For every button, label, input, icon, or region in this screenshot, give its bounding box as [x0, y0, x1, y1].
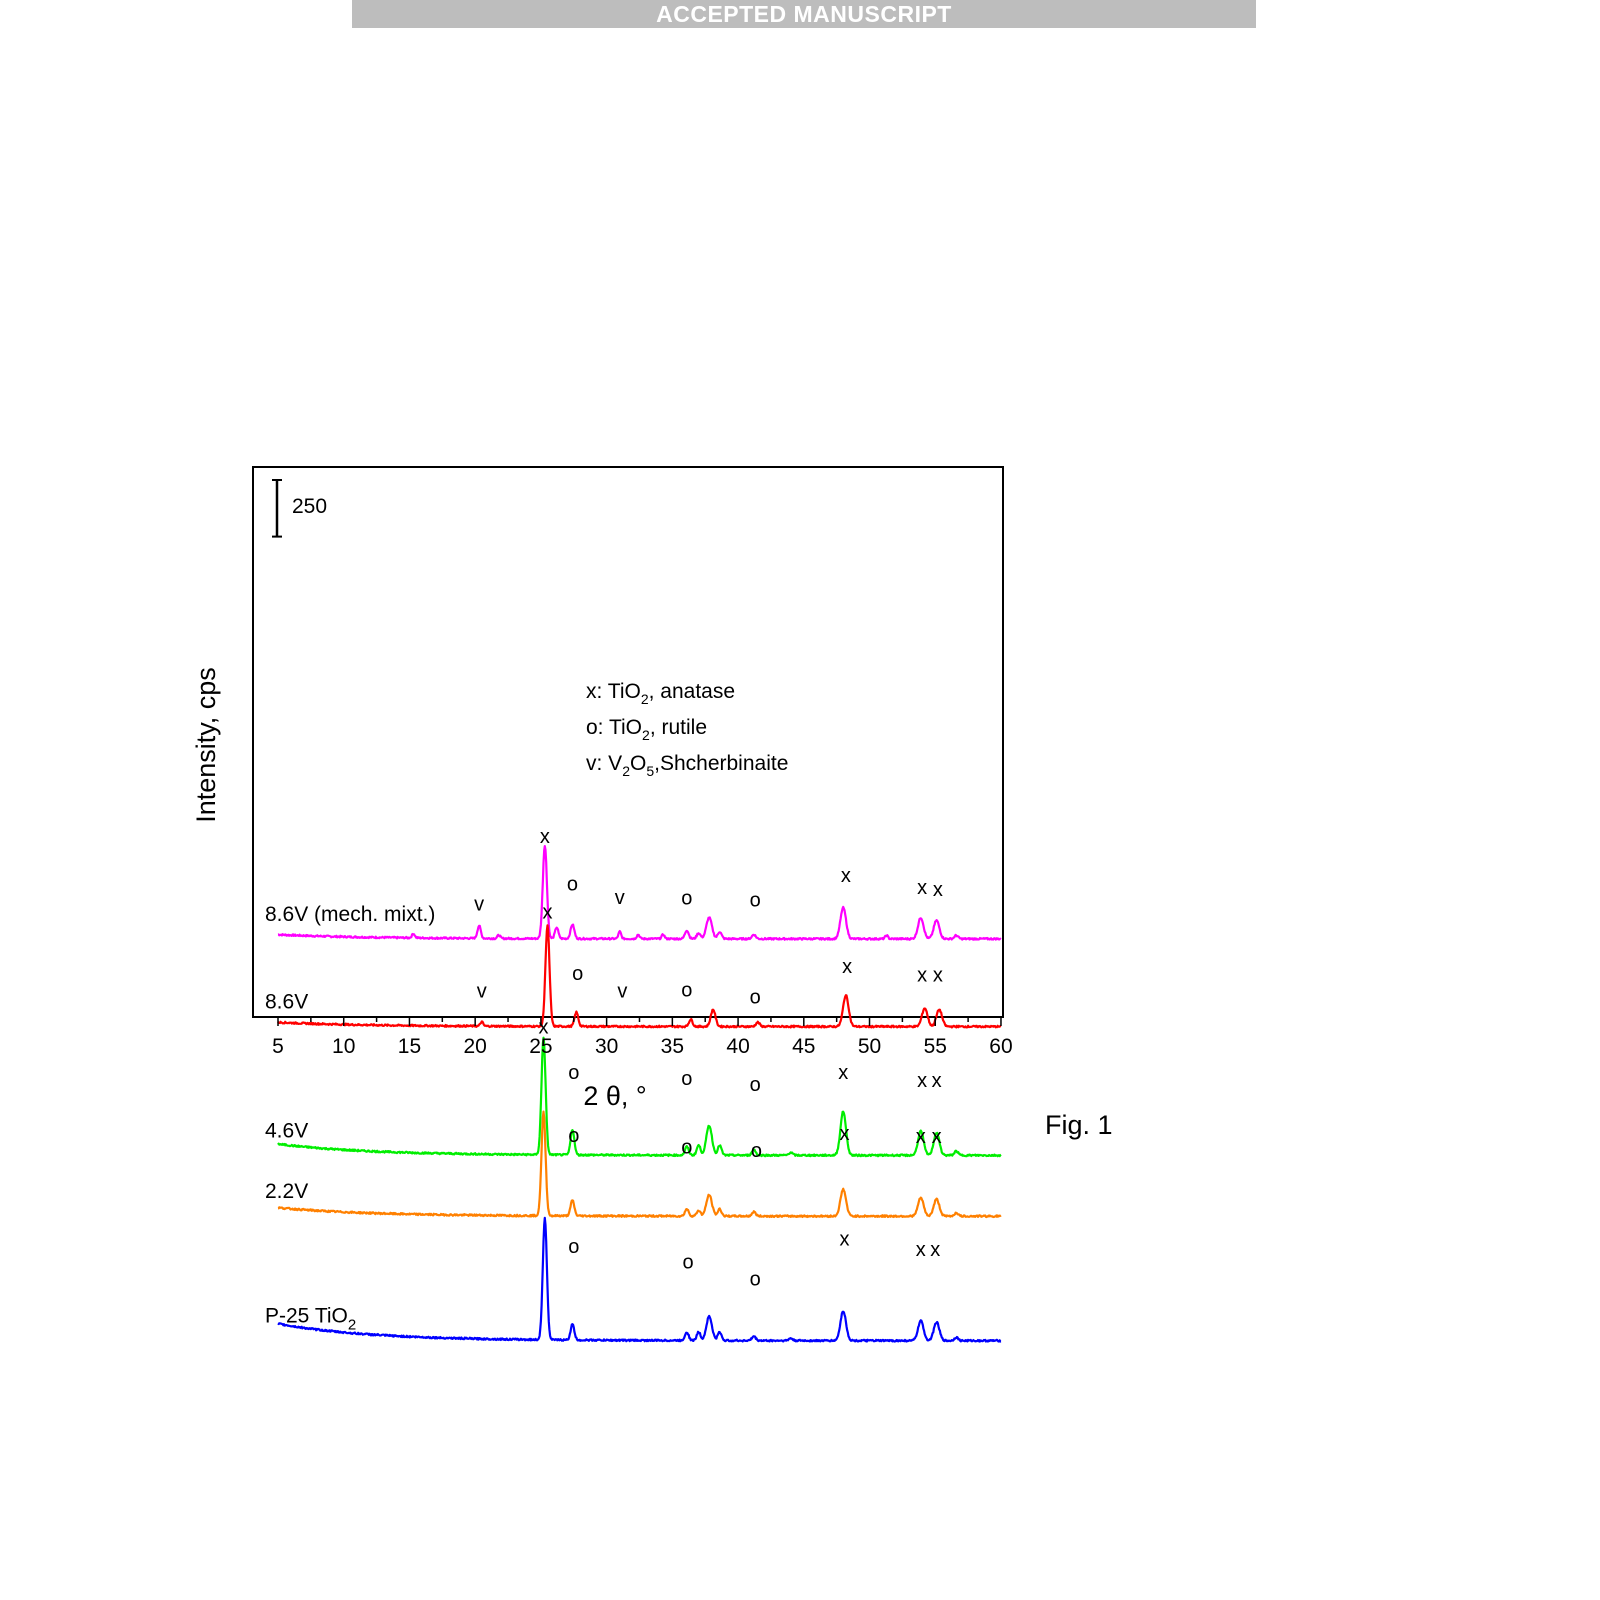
peak-marker: x: [539, 1017, 549, 1039]
peak-marker: o: [751, 1140, 762, 1162]
peak-marker: o: [750, 1269, 761, 1291]
peak-marker: x: [840, 1228, 850, 1250]
x-tick-label: 45: [792, 1035, 815, 1058]
legend-entry: o: TiO2, rutile: [586, 716, 707, 743]
accepted-manuscript-banner: ACCEPTED MANUSCRIPT: [352, 0, 1256, 28]
peak-marker: o: [683, 1252, 694, 1274]
peak-marker: o: [681, 887, 692, 909]
series-line: [277, 844, 1002, 941]
series-line: [277, 1216, 1002, 1343]
peak-marker: x: [840, 1123, 850, 1145]
peak-marker: x: [933, 879, 943, 901]
legend-subscript: 2: [642, 727, 650, 743]
peak-marker: v: [615, 887, 625, 909]
legend-text: ,Shcherbinaite: [654, 752, 788, 775]
legend-entry: x: TiO2, anatase: [586, 680, 735, 707]
peak-marker: x: [540, 826, 550, 848]
legend-text: O: [630, 752, 646, 775]
peak-marker: x: [842, 956, 852, 978]
peak-marker: o: [567, 874, 578, 896]
peak-marker: x: [841, 865, 851, 887]
plot-frame: [252, 466, 1004, 1018]
scale-bar-label: 250: [292, 495, 327, 518]
peak-marker: x: [917, 1070, 927, 1092]
series-line: [277, 1036, 1002, 1158]
peak-marker: o: [572, 963, 583, 985]
peak-marker: o: [681, 979, 692, 1001]
x-tick-label: 50: [858, 1035, 881, 1058]
peak-marker: v: [477, 981, 487, 1003]
x-tick-label: 10: [332, 1035, 355, 1058]
series-line: [277, 1110, 1002, 1219]
peak-marker: x: [933, 964, 943, 986]
peak-marker: x: [916, 1239, 926, 1261]
series-layer: 8.6V (mech. mixt.)8.6V4.6V2.2VP-25 TiO2: [265, 844, 1002, 1343]
peak-marker: x: [932, 1070, 942, 1092]
peak-marker: o: [750, 889, 761, 911]
peak-marker: x: [930, 1239, 940, 1261]
series-label-subscript: 2: [348, 1317, 356, 1334]
series-label: 8.6V: [265, 991, 308, 1014]
series-label: 8.6V (mech. mixt.): [265, 903, 435, 926]
peak-marker: o: [681, 1068, 692, 1090]
scale-bar: 250: [272, 479, 327, 538]
y-axis-label: Intensity, cps: [191, 667, 221, 823]
legend-subscript: 5: [646, 763, 654, 779]
peak-marker: o: [750, 1074, 761, 1096]
x-tick-label: 25: [529, 1035, 552, 1058]
plot-border: [252, 466, 1004, 1018]
x-tick-label: 35: [661, 1035, 684, 1058]
legend-entry: v: V2O5,Shcherbinaite: [586, 752, 788, 779]
peak-marker: o: [568, 1062, 579, 1084]
x-tick-label: 40: [726, 1035, 749, 1058]
peak-marker: x: [932, 1126, 942, 1148]
peak-marker: v: [474, 894, 484, 916]
x-tick-label: 60: [989, 1035, 1012, 1058]
peak-marker: x: [917, 964, 927, 986]
legend-text: o: TiO: [586, 716, 642, 739]
peak-marker: o: [568, 1125, 579, 1147]
x-tick-label: 5: [272, 1035, 284, 1058]
peak-marker: x: [838, 1062, 848, 1084]
peak-marker: x: [917, 877, 927, 899]
x-tick-label: 20: [463, 1035, 486, 1058]
legend-text: , rutile: [650, 716, 707, 739]
x-axis-ticks: 5 10 15 20 25 30 35 40 45 50 55 60: [272, 1017, 1013, 1058]
legend-subscript: 2: [622, 763, 630, 779]
peak-marker: o: [750, 986, 761, 1008]
x-axis-label: 2 θ, °: [583, 1081, 646, 1111]
series-label: 4.6V: [265, 1119, 308, 1142]
peak-marker: x: [542, 901, 552, 923]
peak-marker: v: [617, 981, 627, 1003]
legend-subscript: 2: [641, 691, 649, 707]
legend-text: x: TiO: [586, 680, 641, 703]
series-line: [277, 924, 1002, 1029]
x-tick-label: 30: [595, 1035, 618, 1058]
legend-text: , anatase: [649, 680, 735, 703]
peak-marker: o: [681, 1136, 692, 1158]
peak-marker: o: [568, 1236, 579, 1258]
series-label: 2.2V: [265, 1180, 308, 1203]
figure-caption: Fig. 1: [1045, 1110, 1113, 1140]
x-tick-label: 55: [924, 1035, 947, 1058]
legend-text: v: V: [586, 752, 622, 775]
peak-marker: x: [916, 1126, 926, 1148]
x-tick-label: 15: [398, 1035, 421, 1058]
